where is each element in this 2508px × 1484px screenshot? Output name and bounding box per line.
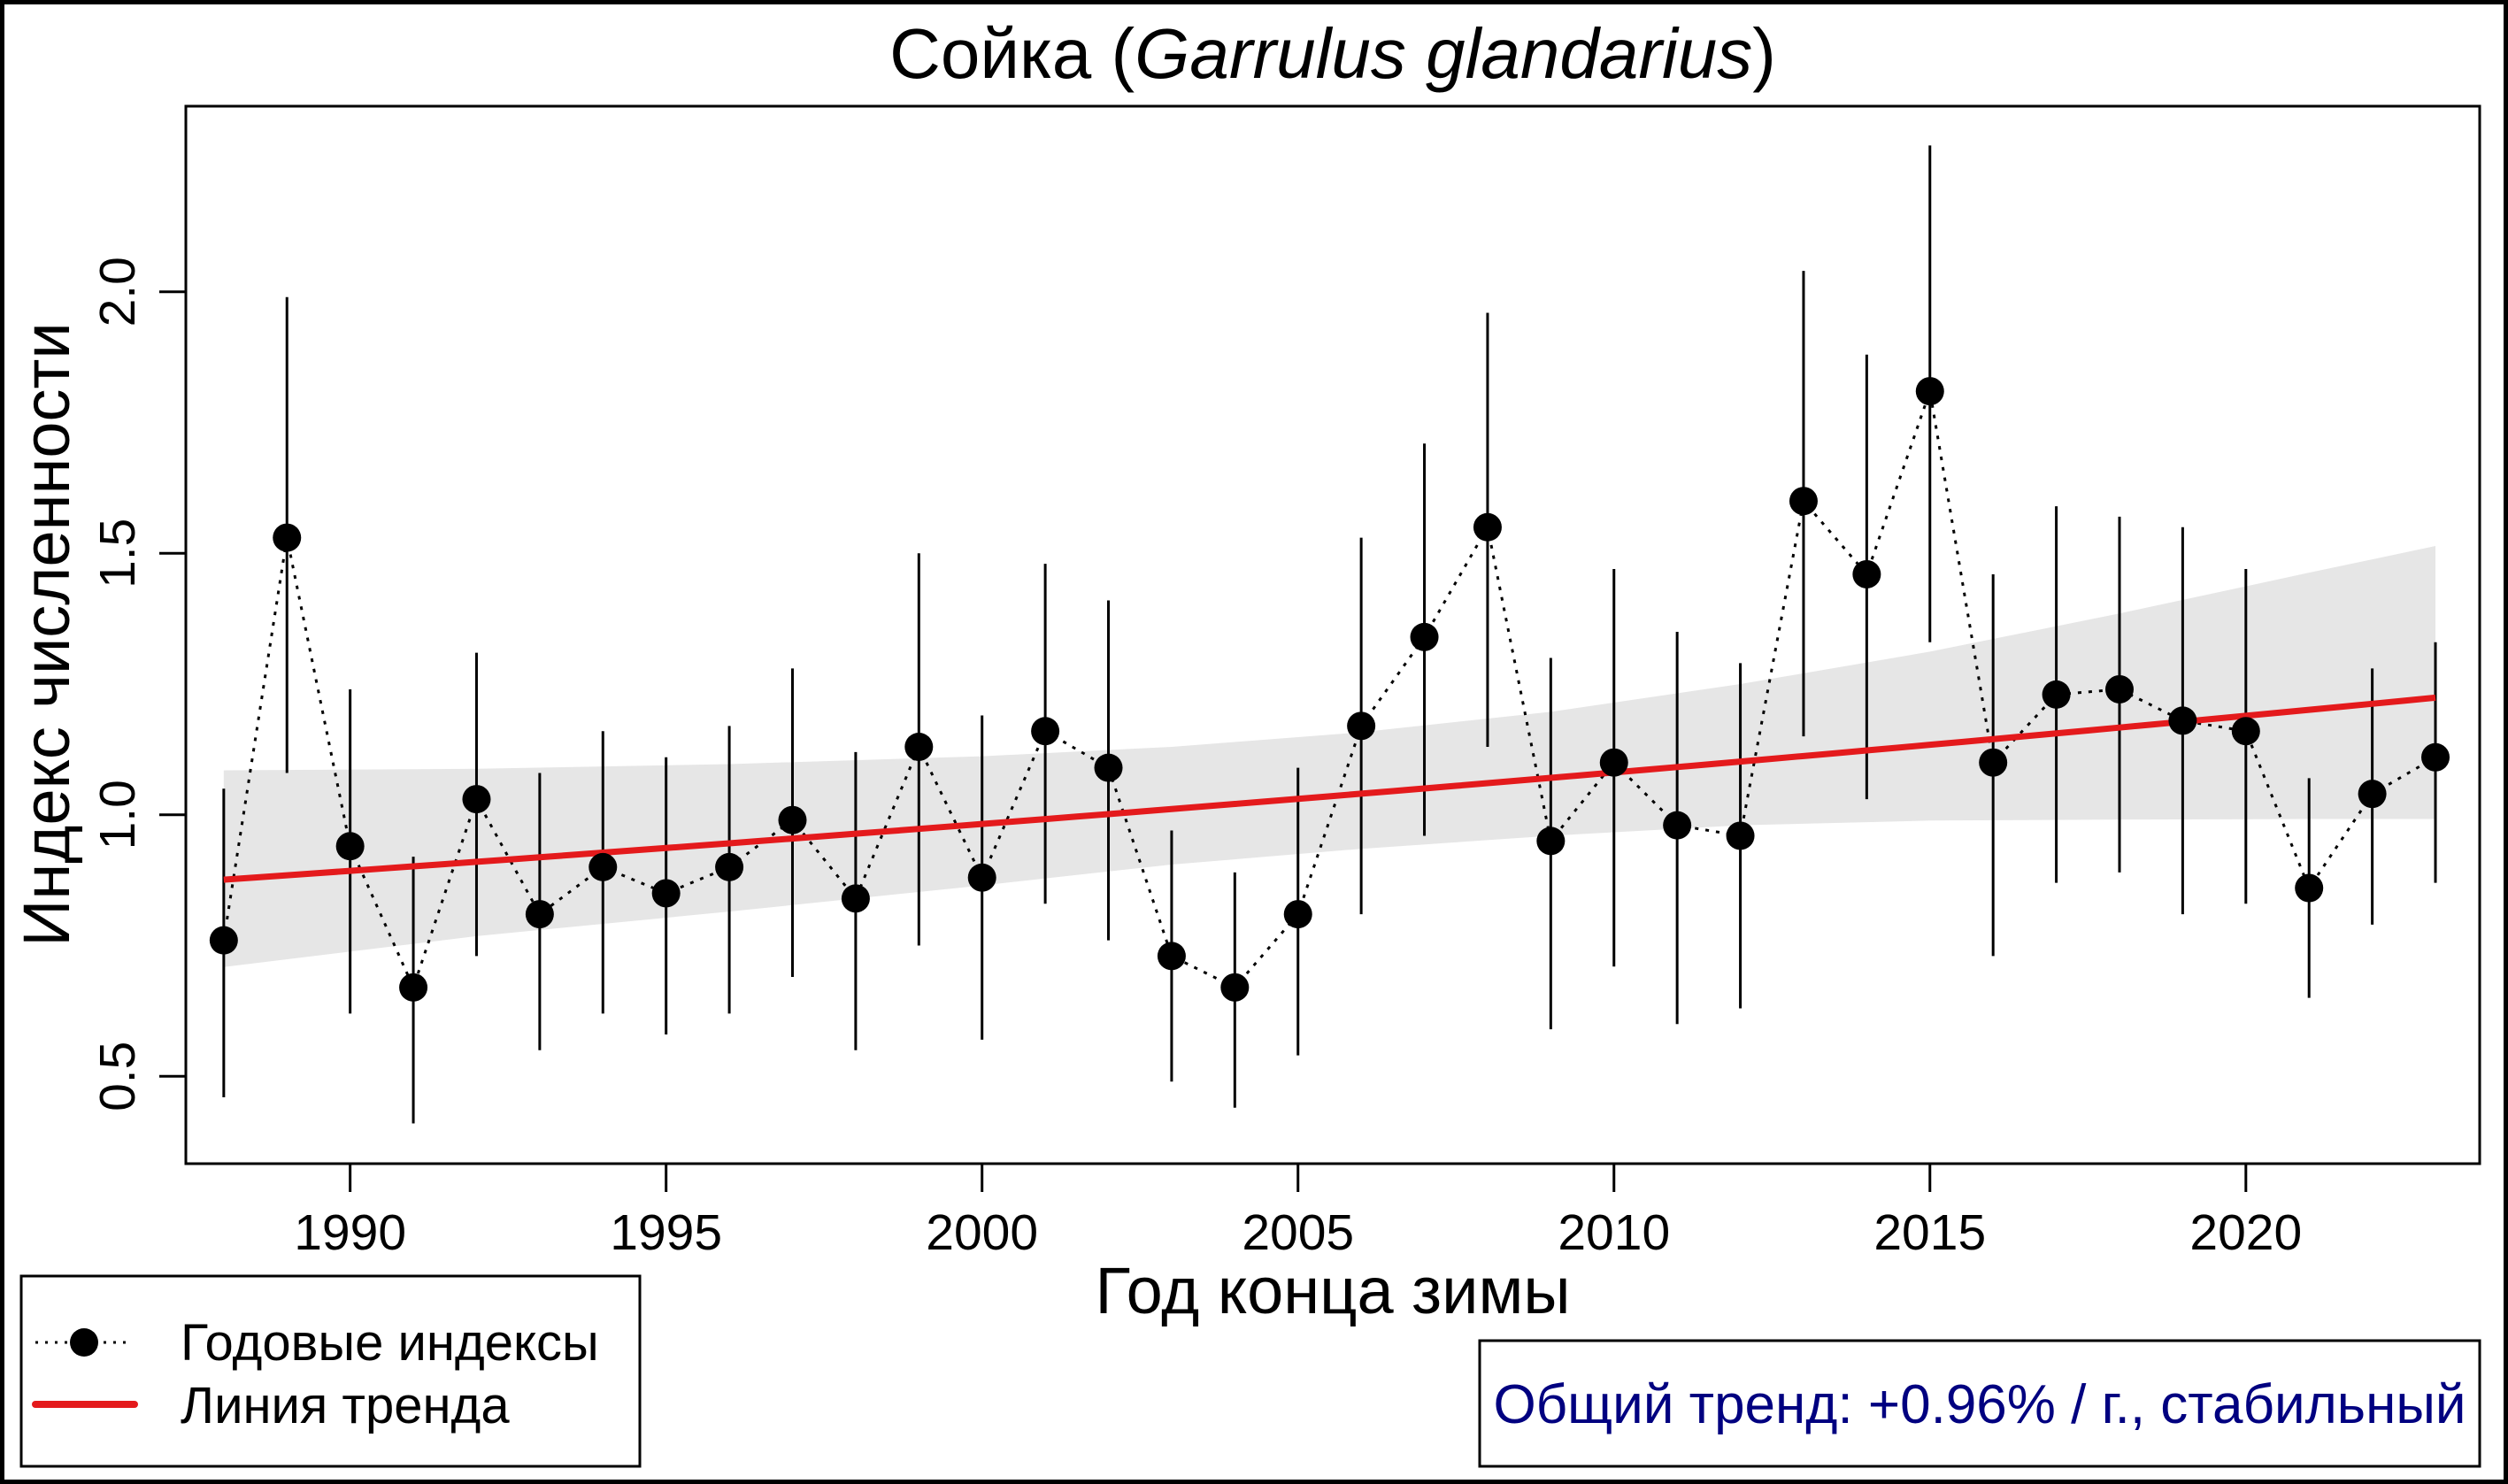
data-point <box>462 785 491 814</box>
data-point <box>335 832 365 861</box>
plot-area <box>209 145 2450 1124</box>
x-tick-label: 2010 <box>1558 1204 1670 1261</box>
chart-title: Сойка (Garrulus glandarius) <box>889 14 1776 93</box>
data-point <box>778 805 807 834</box>
x-axis-label: Год конца зимы <box>1095 1254 1570 1327</box>
data-point <box>273 523 302 552</box>
data-point <box>399 973 428 1002</box>
data-point <box>715 852 744 881</box>
trend-summary: Общий тренд: +0.96% / г., стабильный <box>1478 1339 2481 1468</box>
data-point <box>651 879 681 908</box>
x-axis: 1990 1995 2000 2005 2010 2015 2020 <box>294 1163 2302 1261</box>
data-point <box>1410 622 1439 651</box>
trend-line <box>223 694 2436 883</box>
legend-label-annual-indices: Годовые индексы <box>181 1314 599 1372</box>
x-tick-label: 1995 <box>610 1204 722 1261</box>
data-point <box>1789 487 1818 516</box>
data-point <box>1031 717 1060 746</box>
data-point <box>1220 973 1250 1002</box>
trend-summary-text: Общий тренд: +0.96% / г., стабильный <box>1493 1374 2466 1435</box>
x-tick-label: 2015 <box>1873 1204 1986 1261</box>
legend: Годовые индексы Линия тренда <box>19 1274 642 1468</box>
data-point <box>589 852 618 881</box>
title-common-name: Сойка ( <box>889 14 1135 93</box>
data-point <box>967 863 996 892</box>
data-point <box>2358 780 2387 809</box>
title-close-paren: ) <box>1752 14 1776 93</box>
trend-confidence-band <box>223 546 2436 967</box>
legend-box <box>19 1274 642 1468</box>
data-point <box>1852 559 1881 588</box>
legend-label-trend-line: Линия тренда <box>181 1377 510 1434</box>
data-point <box>1915 377 1944 406</box>
data-point <box>1157 942 1186 971</box>
data-point <box>1536 827 1566 856</box>
data-point <box>1473 512 1502 542</box>
data-point <box>841 884 870 913</box>
data-point <box>2104 674 2134 704</box>
data-point <box>525 900 554 929</box>
x-tick-label: 1990 <box>294 1204 406 1261</box>
x-tick-label: 2020 <box>2189 1204 2302 1261</box>
data-point <box>1979 748 2008 777</box>
y-tick-label: 0.5 <box>89 1042 146 1111</box>
legend-point-icon <box>70 1328 98 1357</box>
data-point <box>1726 821 1755 850</box>
data-point <box>2168 706 2197 735</box>
y-tick-label: 1.0 <box>89 780 146 850</box>
data-point <box>904 732 934 761</box>
data-point <box>1663 811 1692 840</box>
trend-summary-box <box>1478 1339 2481 1468</box>
y-tick-label: 1.5 <box>89 519 146 588</box>
y-axis: 0.5 1.0 1.5 2.0 <box>89 257 186 1111</box>
data-point <box>1599 748 1628 777</box>
data-point <box>2421 742 2450 772</box>
y-axis-label: Индекс численности <box>10 322 83 947</box>
data-point <box>2042 680 2071 709</box>
x-tick-label: 2000 <box>926 1204 1038 1261</box>
data-point <box>1347 711 1376 741</box>
data-point <box>2295 873 2324 903</box>
x-tick-label: 2005 <box>1242 1204 1354 1261</box>
data-point <box>1094 753 1123 782</box>
data-point <box>209 926 238 955</box>
data-point <box>2231 717 2260 746</box>
title-latin-name: Garrulus glandarius <box>1135 14 1752 93</box>
y-tick-label: 2.0 <box>89 257 146 327</box>
data-point <box>1283 900 1312 929</box>
